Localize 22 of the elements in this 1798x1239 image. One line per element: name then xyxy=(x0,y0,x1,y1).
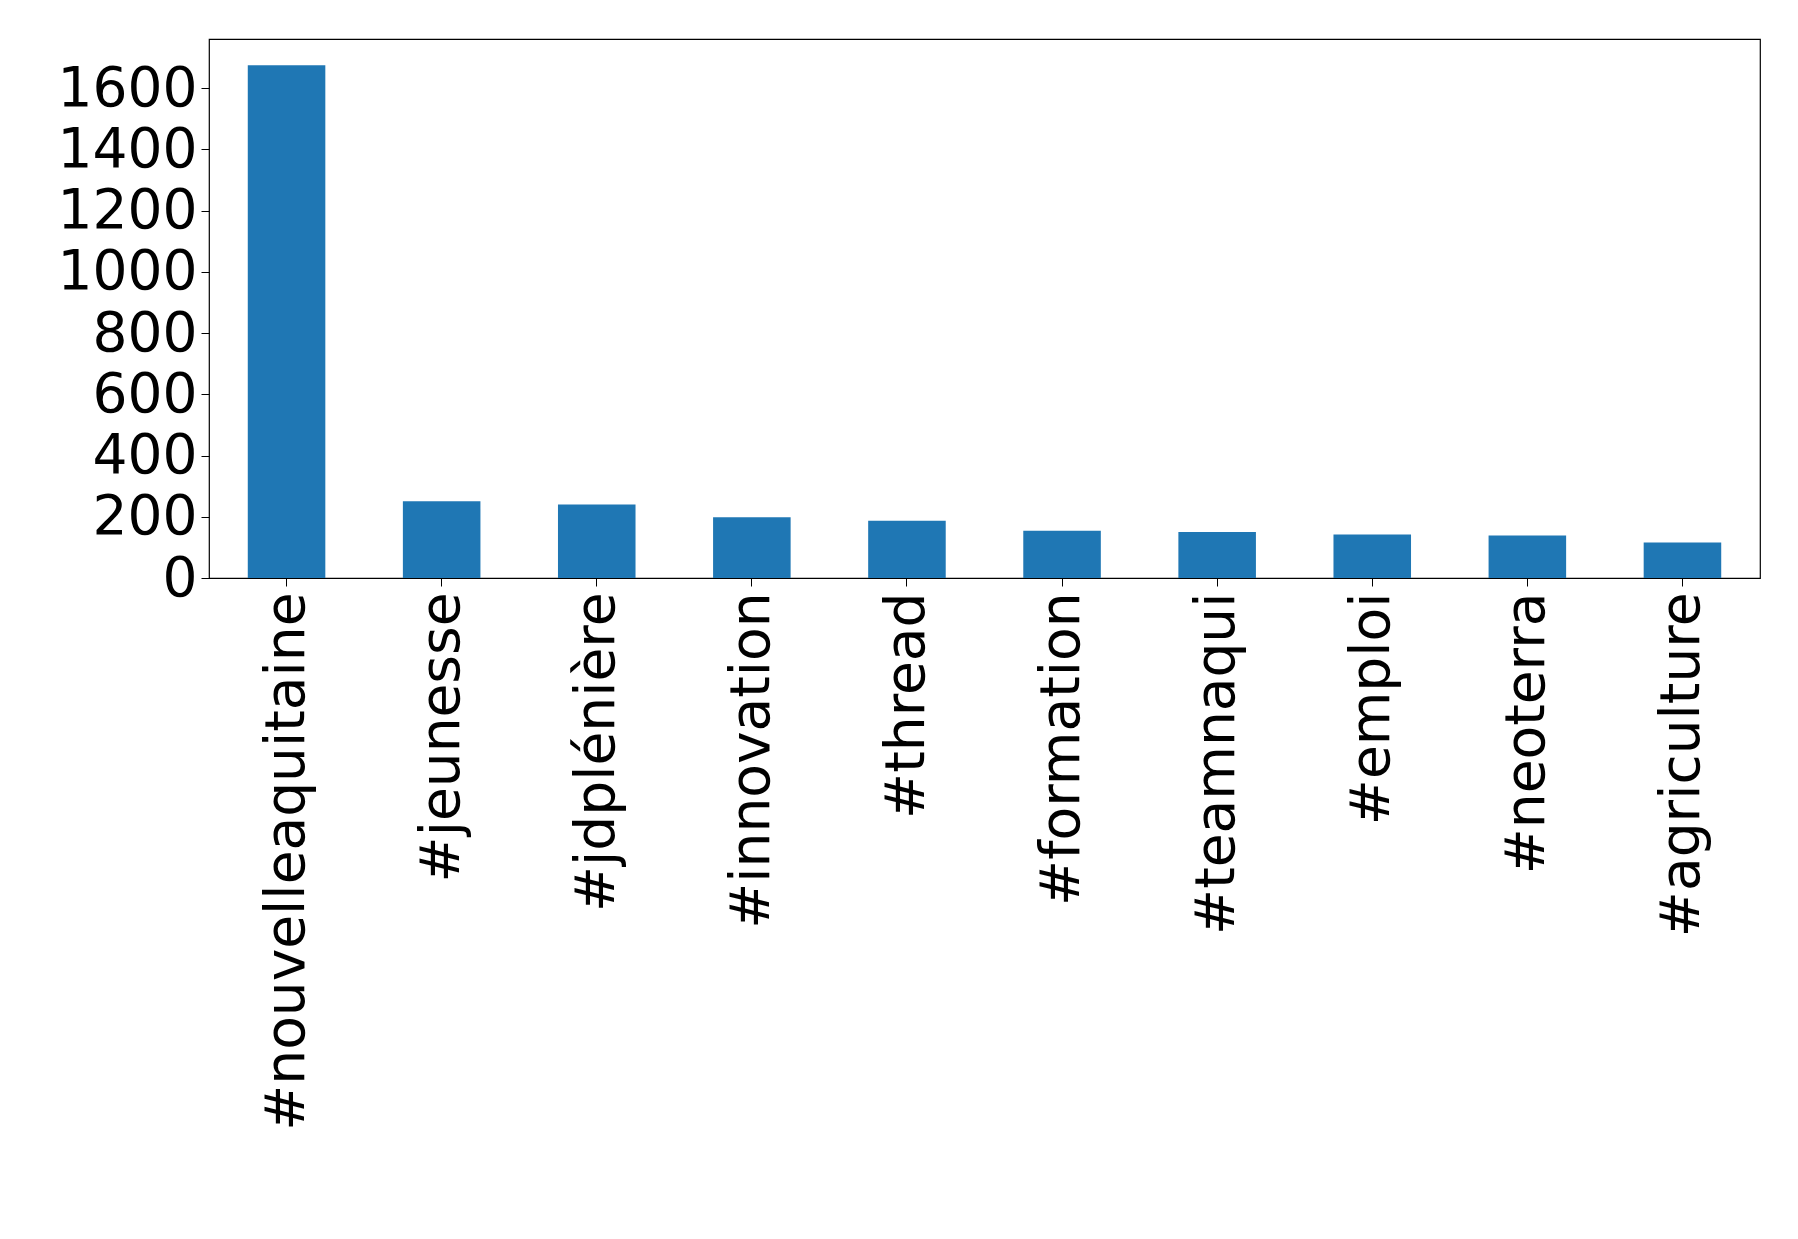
bar xyxy=(557,504,636,578)
x-tick-label: #emploi xyxy=(1338,592,1403,826)
x-tick-label: #thread xyxy=(872,592,937,819)
bar xyxy=(247,65,326,578)
x-tick-label: #teamnaqui xyxy=(1183,592,1248,935)
x-tick-label: #innovation xyxy=(717,592,782,929)
bar xyxy=(1488,535,1567,578)
x-tick-label: #neoterra xyxy=(1493,592,1558,875)
bar xyxy=(402,501,481,578)
x-tick-label: #jeunesse xyxy=(407,592,472,883)
y-tick-label: 1200 xyxy=(57,177,198,241)
y-tick-label: 400 xyxy=(92,422,198,486)
bar xyxy=(713,517,791,578)
x-tick-label: #agriculture xyxy=(1648,592,1713,938)
x-tick-label: #jdplénière xyxy=(562,592,627,913)
x-tick-label: #nouvelleaquitaine xyxy=(252,592,317,1131)
bar xyxy=(1333,534,1412,578)
x-tick-label: #formation xyxy=(1028,592,1093,906)
bar xyxy=(868,520,946,578)
bar xyxy=(1178,532,1256,578)
bar xyxy=(1643,542,1722,578)
bar xyxy=(1023,530,1101,578)
